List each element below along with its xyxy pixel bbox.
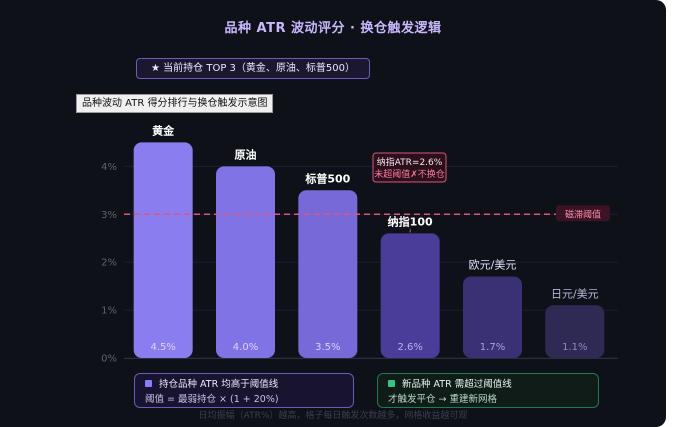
annotation-line1: 纳指ATR=2.6% [377,156,443,168]
category-label: 纳指100 [388,214,433,228]
bar [380,233,440,358]
legend-swatch-green [388,380,395,387]
legend-holdings: 持仓品种 ATR 均高于阈值线 阈值 = 最弱持仓 × (1 + 20%) [134,373,354,408]
legend-holdings-title: 持仓品种 ATR 均高于阈值线 [159,379,279,390]
value-label: 1.1% [562,342,587,353]
annotation-box [372,152,447,183]
bar [298,190,358,358]
bar [216,166,275,358]
bar [133,142,193,358]
category-label: 黄金 [152,123,175,137]
legend-new-instrument: 新品种 ATR 需超过阈值线 才触发平仓 → 重建新网格 [377,373,599,408]
value-label: 4.5% [150,342,175,353]
top3-holdings-badge: ★ 当前持仓 TOP 3（黄金、原油、标普500） [136,58,370,79]
legend-new-subtitle: 才触发平仓 → 重建新网格 [388,394,497,405]
y-tick-label: 2% [101,258,117,269]
y-tick-label: 4% [101,162,117,173]
footnote: 日均振幅（ATR%）越高，格子每日触发次数越多，网格收益越可观 [198,411,468,421]
category-label: 日元/美元 [551,287,599,300]
category-label: 原油 [235,147,257,161]
bar [545,305,605,358]
value-label: 2.6% [397,342,422,353]
legend-swatch-purple [145,380,152,387]
y-tick-label: 0% [101,354,117,365]
threshold-label: 磁滞阈值 [565,208,601,220]
bar [463,276,522,358]
legend-new-title: 新品种 ATR 需超过阈值线 [402,379,512,390]
annotation-line2: 未超阈值✗不换仓 [374,168,445,180]
value-label: 3.5% [315,342,340,353]
chart-tooltip: 品种波动 ATR 得分排行与换仓触发示意图 [76,94,274,113]
y-tick-label: 1% [101,306,117,317]
threshold-label-bg [556,205,610,222]
chart-title: 品种 ATR 波动评分 · 换仓触发逻辑 [224,21,442,36]
legend-holdings-subtitle: 阈值 = 最弱持仓 × (1 + 20%) [145,394,279,405]
category-label: 欧元/美元 [469,259,517,272]
y-tick-label: 3% [101,210,117,221]
category-label: 标普500 [304,171,350,185]
value-label: 1.7% [480,342,505,353]
value-label: 4.0% [233,342,258,353]
